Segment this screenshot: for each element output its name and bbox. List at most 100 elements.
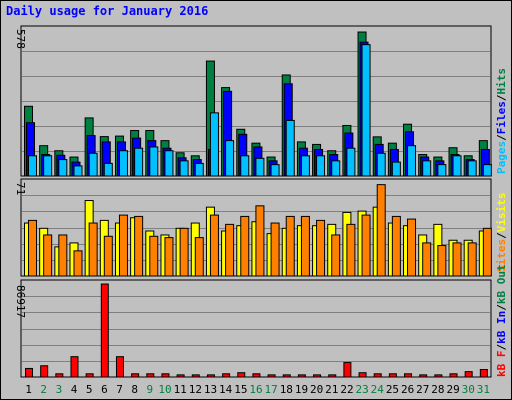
bar-kbf-day-18: [282, 374, 291, 378]
bar-kbf-day-1: [25, 367, 33, 378]
x-label-day-16: 16: [249, 383, 262, 396]
bar-pages-day-22: [346, 147, 356, 177]
bar-sites-day-8: [134, 215, 144, 277]
bar-kbf-day-14: [222, 373, 231, 378]
bar-kbf-day-16: [252, 373, 261, 378]
bar-kbf-day-6: [100, 283, 109, 378]
bar-kbf-day-7: [115, 356, 124, 378]
x-label-day-8: 8: [131, 383, 138, 396]
x-label-day-27: 27: [416, 383, 429, 396]
panel-bottom: [20, 279, 492, 378]
x-label-day-26: 26: [401, 383, 414, 396]
bar-pages-day-30: [467, 160, 477, 177]
bar-pages-day-19: [300, 155, 310, 177]
legend-kbout: kB Out: [495, 264, 508, 304]
bar-kbf-day-12: [191, 374, 200, 378]
x-label-day-15: 15: [234, 383, 247, 396]
bar-pages-day-7: [118, 150, 128, 177]
bar-sites-day-26: [407, 218, 417, 277]
bar-pages-day-4: [73, 165, 83, 177]
x-axis-labels: 1 2 3 4 5 6 7 8 9 10 11 12 13 14 15 16 17 18 19 20 21 22 23 24 2…: [25, 383, 490, 396]
bar-sites-day-24: [376, 184, 386, 277]
bar-sites-day-27: [422, 242, 432, 277]
bar-kbf-day-25: [388, 373, 397, 378]
x-label-day-9: 9: [147, 383, 154, 396]
bar-sites-day-22: [346, 223, 356, 277]
x-label-day-17: 17: [265, 383, 278, 396]
bar-sites-day-11: [179, 227, 189, 277]
x-label-day-28: 28: [431, 383, 444, 396]
bars-visits-sites: [24, 184, 492, 277]
bar-kbf-day-30: [464, 371, 473, 378]
bar-sites-day-15: [240, 215, 250, 277]
legend-kbf: kB F: [495, 351, 508, 378]
bar-pages-day-10: [164, 150, 174, 177]
bar-sites-day-6: [103, 235, 113, 277]
bar-sites-day-28: [437, 245, 447, 277]
bar-sites-day-12: [194, 237, 204, 277]
bar-sites-day-30: [467, 242, 477, 277]
bar-sites-day-5: [88, 222, 98, 277]
x-label-day-24: 24: [371, 383, 385, 396]
x-label-day-22: 22: [340, 383, 353, 396]
bar-pages-day-24: [376, 152, 386, 177]
bar-sites-day-1: [28, 219, 37, 277]
bar-pages-day-29: [452, 155, 462, 177]
bar-kbf-day-3: [55, 373, 64, 378]
x-label-day-1: 1: [25, 383, 32, 396]
bar-sites-day-29: [452, 242, 462, 277]
bar-sites-day-10: [164, 237, 174, 277]
legend-sep: /: [495, 134, 508, 141]
legend-sep: /: [495, 232, 508, 239]
ytick-middle: 71: [14, 182, 27, 195]
legend-files: Files: [495, 101, 508, 134]
bar-kbf-day-17: [267, 374, 276, 378]
bar-pages-day-17: [270, 164, 280, 177]
bar-sites-day-17: [270, 222, 280, 277]
x-label-day-14: 14: [219, 383, 233, 396]
bar-sites-day-9: [149, 235, 159, 277]
x-label-day-29: 29: [446, 383, 459, 396]
x-label-day-20: 20: [310, 383, 323, 396]
bar-kbf-day-24: [373, 373, 382, 378]
bar-pages-day-25: [391, 161, 401, 177]
bar-kbf-day-26: [404, 373, 413, 378]
bar-pages-day-31: [482, 164, 492, 177]
bar-sites-day-31: [482, 227, 492, 277]
legend-sites: Sites: [495, 239, 508, 272]
bar-pages-day-6: [103, 162, 113, 177]
bar-sites-day-25: [391, 215, 401, 277]
bar-pages-day-28: [437, 164, 447, 177]
bar-kbf-day-28: [434, 374, 443, 378]
bar-pages-day-5: [88, 152, 98, 177]
bar-pages-day-3: [58, 159, 68, 177]
bar-kbf-day-29: [449, 373, 458, 378]
bar-pages-day-20: [316, 155, 326, 177]
x-label-day-19: 19: [295, 383, 308, 396]
legend-top: Pages/Files/Hits: [495, 68, 508, 174]
bar-sites-day-19: [300, 215, 310, 277]
bar-kbf-day-9: [146, 373, 155, 378]
bar-pages-day-15: [240, 155, 250, 177]
bar-pages-day-14: [225, 140, 235, 177]
x-label-day-3: 3: [56, 383, 63, 396]
bar-pages-day-27: [422, 160, 432, 177]
bar-kbf-day-15: [237, 372, 246, 378]
x-label-day-5: 5: [86, 383, 93, 396]
legend-middle: Sites/Visits: [495, 193, 508, 273]
bar-sites-day-2: [43, 234, 53, 277]
x-label-day-4: 4: [71, 383, 78, 396]
x-label-day-2: 2: [40, 383, 47, 396]
bar-pages-day-1: [28, 155, 37, 177]
bar-kbf-day-11: [176, 374, 185, 378]
x-label-day-6: 6: [101, 383, 108, 396]
bar-sites-day-18: [285, 215, 295, 277]
x-label-day-21: 21: [325, 383, 338, 396]
bar-sites-day-3: [58, 234, 68, 277]
legend-bottom: kB F/kB In/kB Out: [495, 264, 508, 377]
bar-kbf-day-8: [131, 373, 140, 378]
legend-hits: Hits: [495, 68, 508, 95]
bar-sites-day-13: [209, 214, 219, 277]
bar-pages-day-8: [134, 147, 144, 177]
legend-sep: /: [495, 94, 508, 101]
